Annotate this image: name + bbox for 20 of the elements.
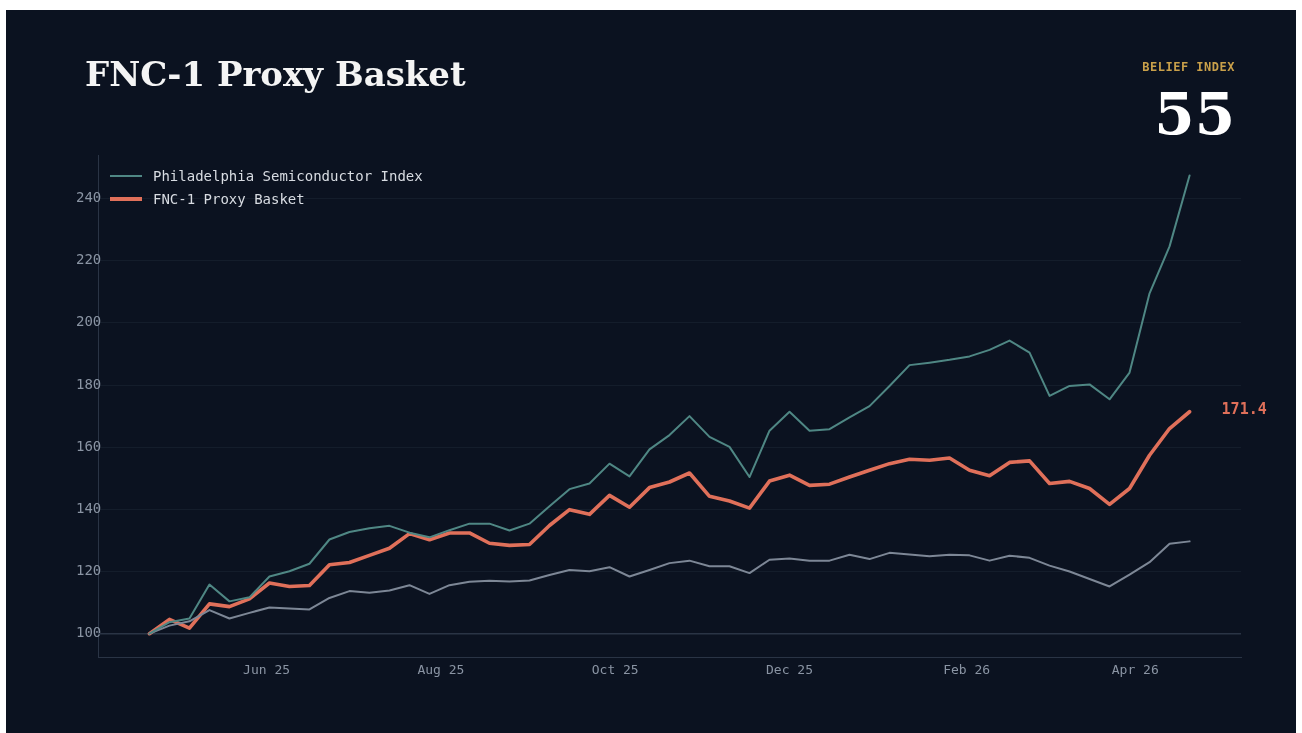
x-tick-label: Aug 25 <box>417 662 465 678</box>
y-tick-label: 240 <box>76 189 102 206</box>
chart-title: FNC-1 Proxy Basket <box>85 54 466 94</box>
y-tick-label: 120 <box>76 562 102 579</box>
x-tick-label: Apr 26 <box>1111 662 1159 678</box>
y-tick-label: 100 <box>76 624 102 641</box>
y-tick-label: 200 <box>76 313 102 330</box>
annotation: 171.4 <box>1221 399 1267 418</box>
x-tick-label: Oct 25 <box>591 662 639 678</box>
x-tick-label: Jun 25 <box>243 662 291 678</box>
y-tick-label: 180 <box>76 375 102 392</box>
text: 55 <box>1153 80 1235 148</box>
y-tick-label: 220 <box>76 251 102 268</box>
y-tick-label: 140 <box>76 499 102 516</box>
x-tick-label: Dec 25 <box>766 662 813 678</box>
text: BELIEF INDEX <box>1142 60 1235 74</box>
y-tick-label: 160 <box>76 437 102 454</box>
legend-label: FNC-1 Proxy Basket <box>153 190 305 207</box>
x-tick-label: Feb 26 <box>943 662 991 678</box>
legend-label: Philadelphia Semiconductor Index <box>153 167 423 184</box>
